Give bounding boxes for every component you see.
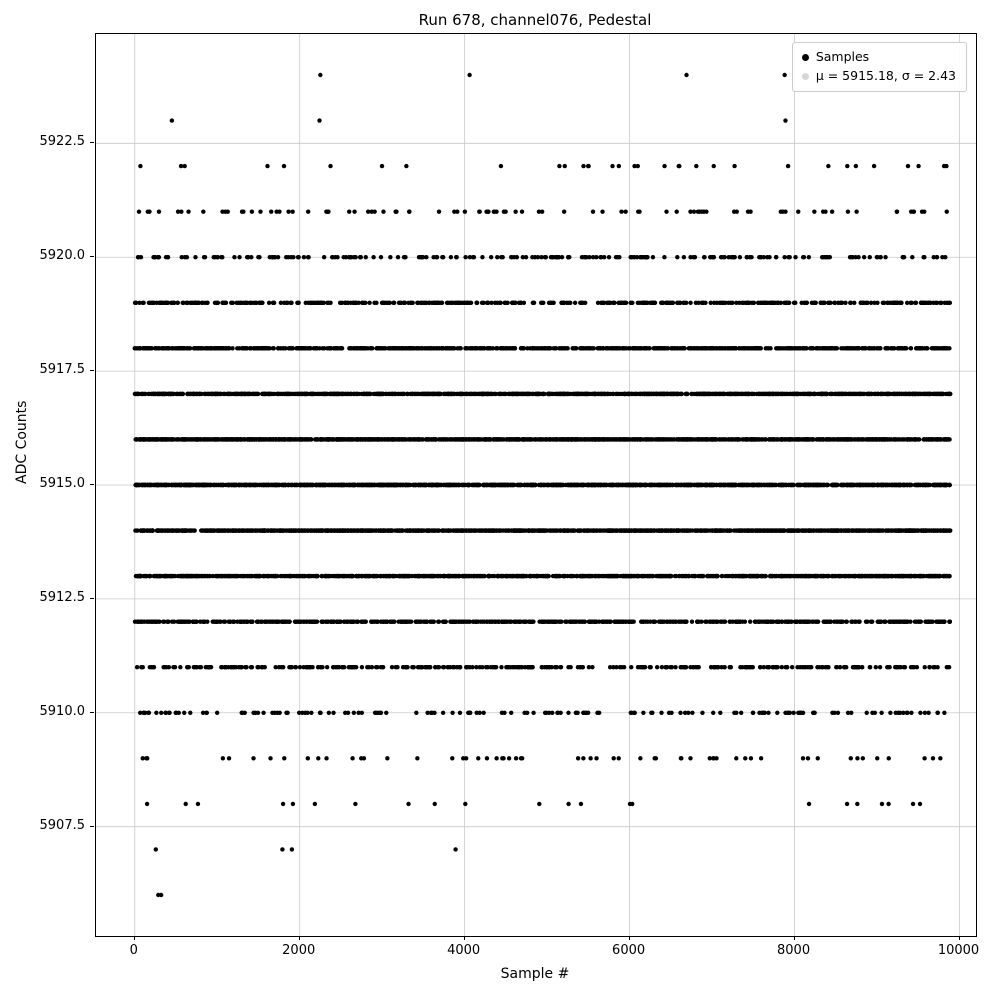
y-tick-mark bbox=[90, 256, 94, 258]
x-tick-label: 6000 bbox=[612, 943, 646, 958]
y-tick-label: 5910.0 bbox=[39, 703, 86, 719]
x-tick-mark bbox=[133, 936, 135, 940]
y-tick-mark bbox=[90, 825, 94, 827]
y-tick-mark bbox=[90, 142, 94, 144]
y-tick-mark bbox=[90, 370, 94, 372]
x-tick-mark bbox=[628, 936, 630, 940]
scatter-canvas bbox=[96, 34, 976, 936]
stats-marker-icon bbox=[801, 72, 809, 80]
y-tick-mark bbox=[90, 597, 94, 599]
legend-row-samples: Samples bbox=[801, 48, 956, 67]
x-tick-mark bbox=[298, 936, 300, 940]
x-tick-label: 2000 bbox=[282, 943, 316, 958]
y-tick-label: 5917.5 bbox=[39, 362, 86, 378]
samples-marker-icon bbox=[801, 53, 809, 61]
legend-samples-label: Samples bbox=[815, 49, 870, 64]
y-tick-label: 5915.0 bbox=[39, 476, 86, 491]
legend-stats-label: μ = 5915.18, σ = 2.43 bbox=[815, 67, 956, 83]
y-tick-label: 5907.5 bbox=[39, 817, 86, 833]
x-tick-label: 0 bbox=[129, 943, 138, 958]
x-tick-label: 4000 bbox=[447, 943, 481, 958]
x-tick-mark bbox=[463, 936, 465, 940]
y-tick-label: 5922.5 bbox=[39, 134, 86, 150]
x-axis-label: Sample # bbox=[500, 966, 570, 982]
x-tick-label: 10000 bbox=[937, 943, 980, 958]
legend-row-stats: μ = 5915.18, σ = 2.43 bbox=[801, 67, 956, 86]
y-tick-mark bbox=[90, 711, 94, 713]
x-tick-label: 8000 bbox=[777, 943, 811, 958]
x-tick-mark bbox=[958, 936, 960, 940]
y-tick-mark bbox=[90, 484, 94, 485]
x-tick-mark bbox=[793, 936, 795, 940]
y-tick-label: 5912.5 bbox=[39, 589, 86, 605]
legend: Samples μ = 5915.18, σ = 2.43 bbox=[791, 42, 967, 92]
y-tick-label: 5920.0 bbox=[39, 248, 86, 264]
plot-area: Samples μ = 5915.18, σ = 2.43 bbox=[95, 33, 977, 937]
chart-title: Run 678, channel076, Pedestal bbox=[418, 11, 652, 29]
